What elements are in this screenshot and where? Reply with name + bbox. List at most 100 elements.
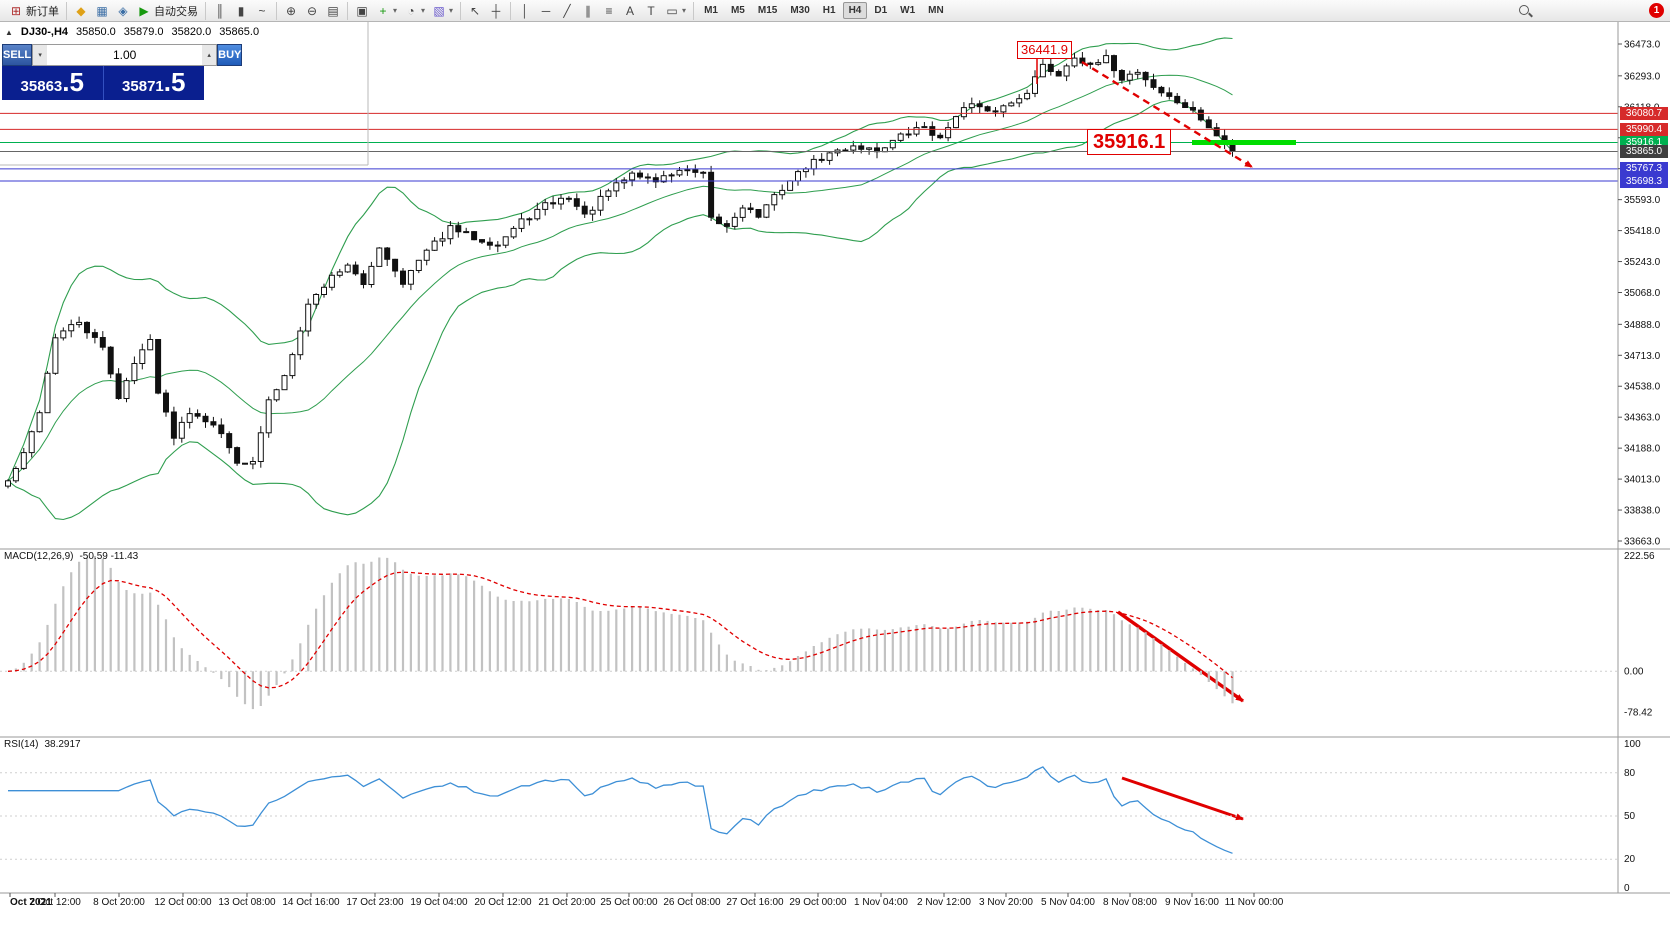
peak-price-annotation[interactable]: 36441.9 [1017,41,1072,59]
symbol-info: ▲ DJ30-,H4 35850.0 35879.0 35820.0 35865… [5,26,259,38]
svg-text:34888.0: 34888.0 [1624,320,1661,331]
channel-icon: ∥ [585,3,592,18]
label-button[interactable]: T [641,3,661,19]
svg-text:21 Oct 20:00: 21 Oct 20:00 [538,897,596,908]
shapes-button[interactable]: ▭ ▾ [662,3,689,19]
svg-text:34013.0: 34013.0 [1624,475,1661,486]
new-order-label: 新订单 [26,5,59,18]
toolbar-groups: ⊞ 新订单 ◆ ▦ ◈ ▶ 自动交易 ║ ▮ ~ ⊕ ⊖ ▤ ▣ + ▾ ◔ ▾ ▧ ▾ ↖ ┼ │ ─ ╱ ∥ ≡ A T ▭ ▾ M1 M5… [2,0,954,22]
toolbar-group-chart-type: ║ ▮ ~ [205,1,276,20]
timeframe-w1-button[interactable]: W1 [900,5,916,16]
text-button[interactable]: A [620,3,640,19]
buy-price[interactable]: 35871.5 [102,66,204,100]
macd-values: -50.59 -11.43 [79,551,139,562]
grid-icon: ▤ [327,3,339,18]
svg-text:222.56: 222.56 [1624,551,1655,562]
navigator-button[interactable]: ◈ [113,3,133,19]
bar-chart-button[interactable]: ║ [210,3,230,19]
crosshair-button[interactable]: ┼ [486,3,506,19]
crosshair-icon: ┼ [491,3,501,18]
ohlc-high: 35879.0 [123,26,164,38]
timeframe-m1-button[interactable]: M1 [704,5,718,16]
timeframe-m15-button[interactable]: M15 [757,5,778,16]
search-icon[interactable] [1519,5,1532,18]
svg-text:1 Nov 04:00: 1 Nov 04:00 [854,897,908,908]
macd-name: MACD(12,26,9) [4,551,74,562]
volume-input[interactable] [47,45,203,65]
timeframe-h1-button[interactable]: H1 [822,5,836,16]
line-chart-button[interactable]: ~ [252,3,272,19]
vertical-line-icon: │ [521,3,529,18]
charts-icon: ▦ [96,3,108,18]
svg-text:13 Oct 08:00: 13 Oct 08:00 [218,897,276,908]
horizontal-line-button[interactable]: ─ [536,3,556,19]
periods-button[interactable]: ◔ ▾ [401,3,428,19]
autotrading-button[interactable]: ▶ 自动交易 [134,2,201,20]
svg-text:5 Nov 04:00: 5 Nov 04:00 [1041,897,1095,908]
one-click-trading-panel: SELL ▾ ▴ BUY 35863.5 35871.5 [2,44,243,100]
candlestick-icon: ▮ [237,3,245,18]
sell-price-main: 35863 [20,78,63,95]
chart-overlay: ▲ DJ30-,H4 35850.0 35879.0 35820.0 35865… [0,22,1670,941]
sell-price[interactable]: 35863.5 [2,66,103,100]
svg-text:36293.0: 36293.0 [1624,71,1661,82]
templates-button[interactable]: ▧ ▾ [429,3,456,19]
navigator-icon: ◈ [118,3,128,18]
notification-badge[interactable]: 1 [1649,3,1664,18]
sell-button[interactable]: SELL [2,44,33,66]
indicators-button[interactable]: + ▾ [373,3,400,19]
svg-text:8 Oct 20:00: 8 Oct 20:00 [93,897,145,908]
channel-button[interactable]: ∥ [578,3,598,19]
volume-increase-button[interactable]: ▴ [202,45,217,65]
vertical-line-button[interactable]: │ [515,3,535,19]
new-order-button[interactable]: ⊞ 新订单 [6,2,62,20]
svg-text:50: 50 [1624,811,1636,822]
volume-decrease-button[interactable]: ▾ [33,45,48,65]
svg-text:35418.0: 35418.0 [1624,226,1661,237]
grid-button[interactable]: ▤ [323,3,343,19]
timeframe-mn-button[interactable]: MN [928,5,944,16]
price-tag-35767.3: 35767.3 [1620,162,1668,176]
svg-text:-78.42: -78.42 [1624,708,1653,719]
tile-windows-button[interactable]: ▣ [352,3,372,19]
label-icon: T [647,3,655,18]
timeframe-d1-button[interactable]: D1 [874,5,888,16]
timeframe-m5-button[interactable]: M5 [730,5,745,16]
svg-text:35593.0: 35593.0 [1624,195,1661,206]
ohlc-low: 35820.0 [171,26,212,38]
svg-text:14 Oct 16:00: 14 Oct 16:00 [282,897,340,908]
charts-button[interactable]: ▦ [92,3,112,19]
svg-text:20 Oct 12:00: 20 Oct 12:00 [474,897,532,908]
support-price-annotation[interactable]: 35916.1 [1087,129,1172,155]
fibonacci-button[interactable]: ≡ [599,3,619,19]
chart-canvas[interactable]: 36473.036293.036118.035943.035768.035593… [0,22,1670,941]
timeframe-h4-button[interactable]: H4 [842,2,868,19]
svg-text:11 Nov 00:00: 11 Nov 00:00 [1225,897,1284,908]
ohlc-close: 35865.0 [219,26,260,38]
svg-text:34363.0: 34363.0 [1624,413,1661,424]
dropdown-arrow-icon: ▾ [682,6,687,15]
profiles-icon: ◆ [76,3,86,18]
buy-button[interactable]: BUY [217,44,243,66]
svg-text:19 Oct 04:00: 19 Oct 04:00 [410,897,468,908]
trendline-button[interactable]: ╱ [557,3,577,19]
svg-text:36473.0: 36473.0 [1624,40,1661,51]
shapes-icon: ▭ [666,3,678,18]
collapse-icon[interactable]: ▲ [5,27,13,37]
macd-indicator-label: MACD(12,26,9) -50.59 -11.43 [4,551,138,562]
svg-text:33838.0: 33838.0 [1624,506,1661,517]
svg-text:29 Oct 00:00: 29 Oct 00:00 [789,897,847,908]
zoom-out-button[interactable]: ⊖ [302,3,322,19]
svg-text:Oct 2021: Oct 2021 [10,897,52,908]
svg-text:25 Oct 00:00: 25 Oct 00:00 [600,897,658,908]
cursor-icon: ↖ [470,3,481,18]
rsi-value: 38.2917 [44,739,81,750]
zoom-in-button[interactable]: ⊕ [281,3,301,19]
cursor-button[interactable]: ↖ [465,3,485,19]
periods-icon: ◔ [407,3,415,18]
timeframe-m30-button[interactable]: M30 [790,5,810,16]
profiles-button[interactable]: ◆ [71,3,91,19]
candlestick-button[interactable]: ▮ [231,3,251,19]
tile-windows-icon: ▣ [356,3,368,18]
svg-text:34713.0: 34713.0 [1624,351,1661,362]
